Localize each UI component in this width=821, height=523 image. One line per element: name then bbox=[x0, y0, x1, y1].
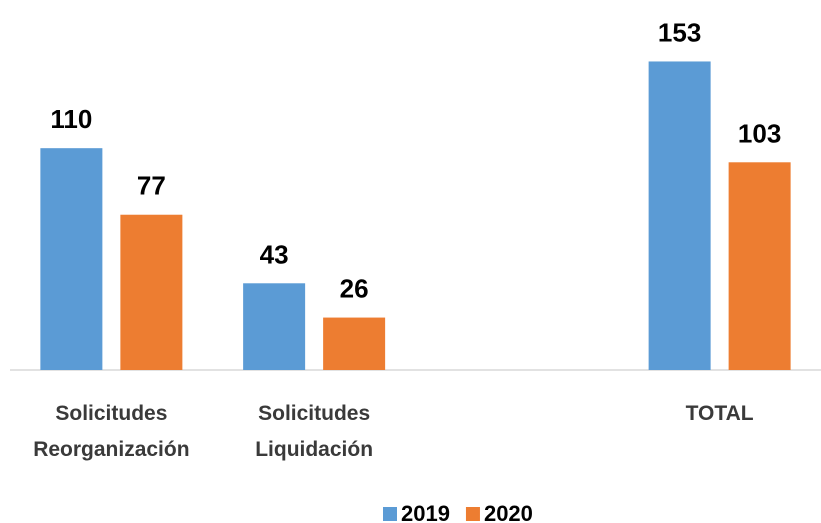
value-label: 77 bbox=[137, 171, 166, 201]
legend-label: 2019 bbox=[401, 501, 450, 523]
bar bbox=[648, 61, 711, 371]
bar bbox=[120, 214, 183, 370]
legend-label: 2020 bbox=[484, 501, 533, 523]
x-tick-label: TOTAL bbox=[685, 402, 754, 425]
bar bbox=[243, 283, 306, 370]
bar bbox=[40, 148, 103, 370]
legend-swatch bbox=[465, 507, 480, 521]
value-label: 26 bbox=[340, 274, 369, 304]
bar bbox=[728, 162, 791, 370]
value-label: 103 bbox=[738, 118, 781, 148]
value-label: 110 bbox=[50, 104, 92, 134]
x-tick-label: Solicitudes Reorganización bbox=[33, 402, 190, 461]
x-tick-label: Solicitudes Liquidación bbox=[255, 402, 374, 461]
value-label: 153 bbox=[658, 17, 701, 47]
legend-swatch bbox=[383, 507, 397, 521]
bar bbox=[323, 317, 386, 370]
value-label: 43 bbox=[260, 239, 289, 269]
